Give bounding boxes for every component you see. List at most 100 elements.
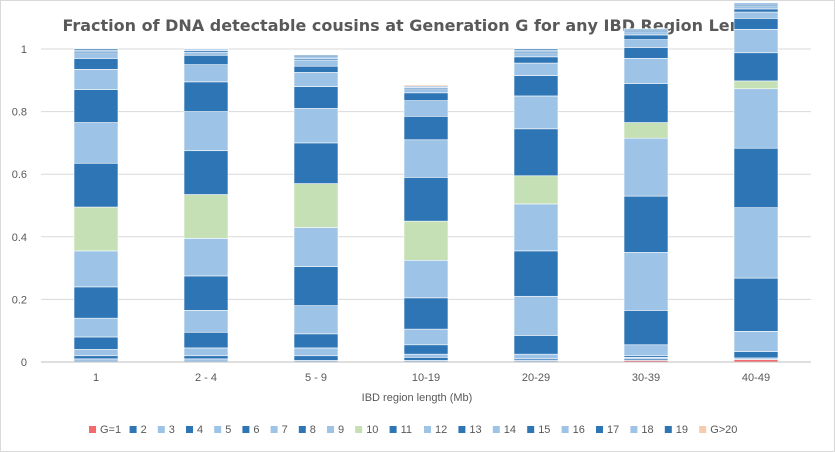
bar-segment-13-6 [733,18,779,30]
bar-segment-5-2 [293,347,339,357]
bar-segment-9-0 [73,250,119,288]
bar-segment-6-0 [73,336,119,350]
bar-segment-10-6 [733,80,779,90]
legend-swatch [527,426,535,433]
legend-swatch [157,426,165,433]
legend-swatch [327,426,334,433]
bar-segment-6-4 [513,335,559,355]
bar-segment-10-5 [623,122,669,139]
bar-segment-12-0 [73,122,119,164]
legend-swatch [214,426,222,433]
bar-segment-9-1 [183,238,229,277]
bar-segment-4-1 [183,355,229,360]
bar-segment-6-6 [733,277,779,332]
chart-title: Fraction of DNA detectable cousins at Ge… [62,16,771,35]
bar-segment-15-1 [183,54,229,65]
legend-label: 2 [141,424,147,436]
bar-segment-7-6 [733,207,779,279]
bar-segment-5-4 [513,353,559,360]
bar-segment-12-6 [733,28,779,54]
bar-segment-4-2 [293,355,339,361]
bar-segment-7-3 [403,328,449,346]
bar-segment-7-2 [293,305,339,335]
bar-segment-10-2 [293,183,339,228]
legend-label: 17 [607,424,619,436]
bar-segment-9-5 [623,137,669,197]
bar-segment-5-3 [403,353,449,358]
bar-segment-15-2 [293,65,339,73]
x-tick-label: 5 - 9 [305,372,327,384]
bar-segment-16-4 [513,53,559,58]
bar-segment-12-5 [623,58,669,84]
bar-segment-7-5 [623,252,669,311]
bar-segment-16-2 [293,59,339,67]
bar-segment-13-3 [403,115,449,141]
legend-swatch [186,426,193,433]
bar-segment-19-6 [733,1,779,3]
bars [73,1,779,363]
bar-segment-G20-3 [403,84,449,87]
legend-label: 4 [197,424,203,436]
bar-segment-6-1 [183,331,229,349]
bar-segment-6-2 [293,333,339,349]
bar-segment-8-1 [183,275,229,311]
bar-segment-12-2 [293,108,339,144]
legend-label: 6 [253,424,259,436]
y-tick-label: 0.8 [12,107,27,119]
bar-segment-13-4 [513,75,559,97]
bar-segment-13-5 [623,47,669,59]
bar-segment-11-5 [623,83,669,123]
bar-segment-8-0 [73,286,119,319]
bar-segment-11-4 [513,128,559,177]
x-tick-label: 40-49 [742,372,770,384]
legend-swatch [129,426,137,433]
legend-swatch [630,426,638,433]
bar-segment-7-0 [73,317,119,338]
bar-segment-6-5 [623,310,669,346]
legend-label: 15 [538,424,550,436]
bar-segment-4-3 [403,357,449,361]
legend-swatch [596,426,603,433]
bar-segment-9-2 [293,227,339,267]
legend-label: 14 [504,424,516,436]
y-tick-label: 0.2 [12,294,27,306]
bar-segment-9-6 [733,88,779,149]
bar-segment-5-1 [183,347,229,357]
bar-segment-16-6 [733,5,779,10]
bar-segment-18-1 [183,48,229,51]
bar-segment-14-3 [403,100,449,117]
bar-segment-13-0 [73,89,119,123]
bar-segment-12-3 [403,139,449,178]
bar-segment-14-4 [513,62,559,76]
legend-swatch [355,426,363,433]
legend-swatch [424,426,431,433]
legend-swatch [458,426,466,433]
bar-segment-15-4 [513,56,559,64]
bar-segment-7-4 [513,295,559,336]
bar-segment-11-0 [73,162,119,208]
x-tick-label: 30-39 [632,372,660,384]
legend-swatch [89,426,96,433]
x-tick-label: 1 [93,372,99,384]
axes: 0 0.2 0.4 0.6 0.8 1 1 2 - 4 5 - 9 10-19 20-29 30-39… [12,44,811,384]
bar-segment-15-6 [733,8,779,13]
bar-segment-12-4 [513,95,559,130]
legend-label: 16 [573,424,585,436]
legend-label: 13 [469,424,481,436]
bar-segment-12-1 [183,111,229,152]
bar-segment-16-0 [73,53,119,59]
bar-segment-14-2 [293,72,339,87]
bar-segment-14-5 [623,39,669,48]
legend-swatch [699,426,707,433]
bar-segment-14-1 [183,64,229,83]
bar-segment-11-6 [733,52,779,82]
x-tick-label: 20-29 [522,372,550,384]
bar-segment-15-0 [73,58,119,70]
x-tick-label: 2 - 4 [195,372,217,384]
x-tick-label: 10-19 [412,372,440,384]
legend-swatch [664,426,672,433]
bar-segment-6-3 [403,344,449,355]
bar-segment-14-6 [733,11,779,19]
bar-segment-5-0 [73,349,119,357]
